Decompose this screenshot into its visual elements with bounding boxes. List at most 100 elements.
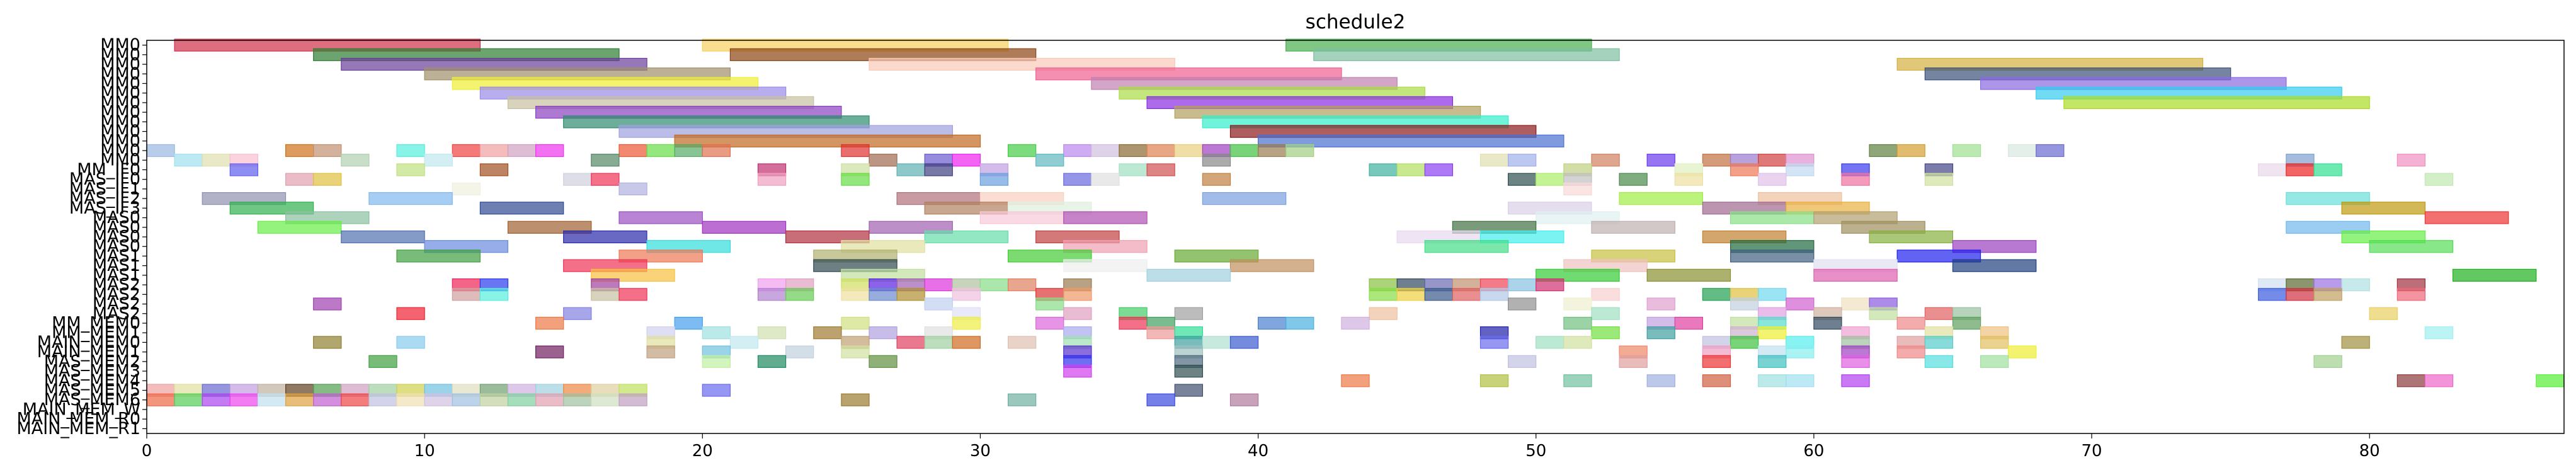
- task-bar: [1479, 230, 1564, 244]
- task-bar: [368, 393, 397, 406]
- task-bar: [674, 144, 703, 158]
- y-tick-label: MAIN_MEM_R0: [16, 410, 140, 429]
- task-bar: [1063, 259, 1148, 272]
- task-bar: [952, 288, 981, 301]
- task-bar: [924, 336, 953, 349]
- task-bar: [979, 211, 1064, 224]
- task-bar: [1758, 374, 1787, 387]
- task-bar: [618, 182, 647, 195]
- task-bar: [1257, 134, 1564, 147]
- task-bar: [146, 393, 175, 406]
- task-bar: [618, 211, 703, 224]
- task-bar: [1536, 173, 1564, 186]
- task-bar: [1257, 144, 1287, 158]
- y-tick-label: MAS0: [93, 217, 140, 237]
- task-bar: [1730, 249, 1815, 263]
- task-bar: [1869, 307, 1898, 320]
- x-tick-label: 40: [1248, 442, 1268, 461]
- task-bar: [1229, 259, 1314, 272]
- task-bar: [1285, 316, 1314, 330]
- y-tick-label: MAS_IF2: [69, 189, 140, 209]
- task-bar: [1646, 268, 1731, 282]
- task-bar: [424, 154, 453, 167]
- task-bar: [1841, 355, 1870, 368]
- task-bar: [1313, 48, 1620, 61]
- y-tick-label: MM_IF0: [77, 160, 140, 180]
- task-bar: [2536, 374, 2565, 387]
- task-bar: [1202, 336, 1231, 349]
- task-bar: [869, 57, 1175, 71]
- task-bar: [1702, 374, 1731, 387]
- task-bar: [1758, 154, 1787, 167]
- task-bar: [1591, 326, 1620, 340]
- task-bar: [2396, 288, 2426, 301]
- task-bar: [1841, 374, 1870, 387]
- y-tick-label: MAIN_MEM0: [37, 333, 140, 352]
- task-bar: [1424, 240, 1509, 253]
- task-bar: [674, 316, 703, 330]
- task-bar: [2063, 96, 2370, 109]
- task-bar: [591, 393, 620, 406]
- task-bar: [896, 288, 925, 301]
- task-bar: [785, 288, 814, 301]
- task-bar: [1952, 240, 2037, 253]
- y-tick-label: MM0: [100, 35, 140, 55]
- task-bar: [1479, 288, 1509, 301]
- task-bar: [591, 268, 675, 282]
- task-bar: [479, 202, 564, 215]
- task-bar: [1202, 192, 1287, 205]
- task-bar: [813, 326, 842, 340]
- task-bar: [952, 154, 981, 167]
- task-bar: [785, 230, 870, 244]
- task-bar: [1091, 173, 1120, 186]
- task-bar: [341, 393, 370, 406]
- task-bar: [1536, 211, 1620, 224]
- task-bar: [757, 326, 787, 340]
- task-bar: [1146, 163, 1175, 176]
- task-bar: [1980, 355, 2009, 368]
- task-bar: [2424, 173, 2454, 186]
- task-bar: [1063, 307, 1092, 320]
- task-bar: [2286, 288, 2315, 301]
- task-bar: [841, 393, 870, 406]
- task-bar: [313, 336, 342, 349]
- task-bar: [618, 144, 647, 158]
- y-tick-label: MM0: [100, 64, 140, 84]
- task-bar: [1536, 268, 1620, 282]
- task-bar: [1730, 297, 1759, 311]
- task-bar: [257, 221, 342, 234]
- x-axis: 0 10 20 30 40 50 60 70 80: [142, 433, 2380, 461]
- task-bar: [1674, 173, 1704, 186]
- task-bar: [1174, 249, 1259, 263]
- task-bar: [229, 202, 314, 215]
- task-bar: [1285, 144, 1314, 158]
- task-bar: [1424, 163, 1454, 176]
- task-bar: [1479, 154, 1509, 167]
- task-bar: [1563, 182, 1592, 195]
- task-bar: [368, 355, 397, 368]
- task-bar: [1591, 307, 1620, 320]
- task-bar: [1202, 173, 1231, 186]
- task-bar: [2396, 374, 2426, 387]
- task-bar: [535, 345, 564, 358]
- y-tick-label: MM0: [100, 45, 140, 64]
- task-bar: [2313, 355, 2342, 368]
- task-bar: [479, 163, 509, 176]
- task-bar: [341, 230, 425, 244]
- task-bar: [1841, 297, 1870, 311]
- task-bar: [1896, 316, 1925, 330]
- task-bar: [2286, 192, 2370, 205]
- task-bar: [1452, 288, 1481, 301]
- task-bar: [2369, 240, 2454, 253]
- task-bar: [563, 173, 592, 186]
- task-bar: [1758, 173, 1787, 186]
- task-bar: [2424, 211, 2509, 224]
- task-bar: [229, 163, 258, 176]
- task-bar: [785, 345, 814, 358]
- task-bar: [2313, 288, 2342, 301]
- task-bar: [146, 144, 175, 158]
- task-bar: [313, 144, 342, 158]
- task-bar: [1174, 364, 1204, 378]
- task-bar: [1563, 316, 1592, 330]
